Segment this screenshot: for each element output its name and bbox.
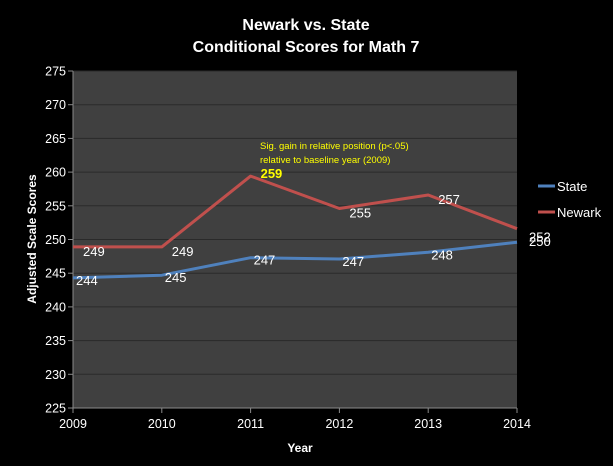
legend-label-state: State [557,179,587,194]
y-tick-label: 245 [45,267,66,281]
x-tick-label: 2011 [237,417,264,431]
data-label-state: 247 [254,253,276,268]
annotation-line-1: Sig. gain in relative position (p<.05) [260,141,409,152]
chart-title-line-2: Conditional Scores for Math 7 [193,39,420,56]
x-axis-ticks: 2009 2010 2011 2012 2013 2014 [59,408,531,431]
x-tick-label: 2013 [414,417,442,431]
data-label-state: 244 [76,273,98,288]
y-tick-label: 250 [45,233,66,247]
series-line-newark [73,174,518,249]
data-label-state: 250 [529,234,551,249]
annotation-line-2: relative to baseline year (2009) [260,155,390,166]
data-label-newark: 259 [261,166,283,181]
y-tick-label: 275 [45,65,66,79]
data-label-newark: 249 [172,244,194,259]
series-line-state [72,240,518,280]
x-tick-label: 2010 [148,417,176,431]
series-lines [72,174,518,280]
x-tick-label: 2009 [59,417,87,431]
x-axis-label: Year [287,441,313,455]
y-tick-label: 230 [45,368,66,382]
y-tick-label: 240 [45,300,66,314]
x-tick-label: 2014 [503,417,531,431]
y-tick-label: 265 [45,132,66,146]
legend-label-newark: Newark [557,205,602,220]
x-tick-label: 2012 [325,417,353,431]
data-labels: 244 245 247 247 248 250 249 249 259 255 257 252 [76,166,551,288]
data-label-newark: 257 [438,192,460,207]
y-tick-label: 260 [45,166,66,180]
y-tick-label: 270 [45,98,66,112]
data-label-newark: 255 [349,205,371,220]
chart-title-line-1: Newark vs. State [242,17,369,34]
y-axis-label: Adjusted Scale Scores [25,174,39,304]
data-label-state: 247 [342,254,364,269]
data-label-state: 245 [165,270,187,285]
y-axis-ticks: 225 230 235 240 245 250 255 260 265 270 275 [45,65,517,416]
data-label-state: 248 [431,247,453,262]
y-tick-label: 255 [45,199,66,213]
legend: State Newark [538,179,602,220]
y-tick-label: 235 [45,334,66,348]
data-label-newark: 252 [529,230,551,245]
data-label-newark: 249 [83,244,105,259]
gridlines [73,70,517,409]
y-tick-label: 225 [45,402,66,416]
